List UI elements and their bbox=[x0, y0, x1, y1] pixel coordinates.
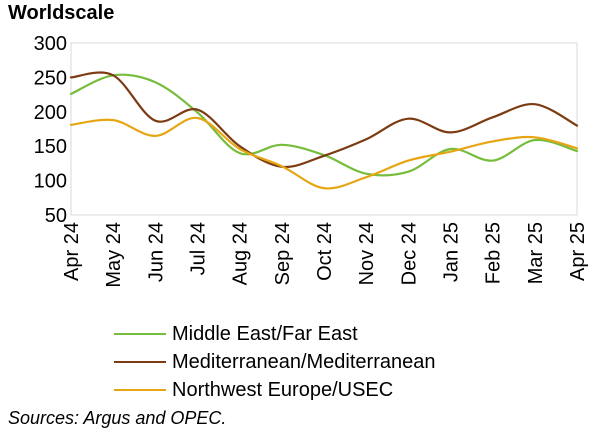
x-tick-label: Apr 24 bbox=[61, 222, 83, 281]
x-tick-label: Dec 24 bbox=[398, 222, 420, 285]
y-tick-label: 250 bbox=[34, 67, 67, 89]
legend-swatch bbox=[114, 333, 166, 335]
legend-swatch bbox=[114, 389, 166, 391]
chart-legend: Middle East/Far East Mediterranean/Medite… bbox=[114, 320, 436, 404]
x-tick-label: Jan 25 bbox=[441, 222, 463, 282]
legend-swatch bbox=[114, 361, 166, 363]
x-tick-label: Aug 24 bbox=[230, 222, 252, 285]
x-tick-label: Sep 24 bbox=[272, 222, 294, 285]
series-line-3 bbox=[69, 116, 579, 190]
y-tick-label: 300 bbox=[34, 33, 67, 55]
x-tick-label: Jul 24 bbox=[188, 222, 210, 275]
x-tick-label: Oct 24 bbox=[314, 222, 336, 281]
chart-title: Worldscale bbox=[8, 2, 115, 24]
legend-label: Mediterranean/Mediterranean bbox=[172, 350, 436, 373]
y-tick-label: 100 bbox=[34, 171, 67, 193]
series-line-1 bbox=[69, 73, 579, 177]
x-tick-label: Feb 25 bbox=[483, 222, 505, 284]
legend-item: Mediterranean/Mediterranean bbox=[114, 348, 436, 376]
series-line-2 bbox=[69, 71, 579, 169]
legend-label: Middle East/Far East bbox=[172, 322, 358, 345]
legend-item: Northwest Europe/USEC bbox=[114, 376, 436, 404]
legend-label: Northwest Europe/USEC bbox=[172, 378, 394, 401]
line-chart: 50 100 150 200 250 300 Apr 24 May 24 Jun 24 Jul … bbox=[34, 33, 589, 288]
x-tick-label: Apr 25 bbox=[567, 222, 589, 281]
x-tick-label: May 24 bbox=[103, 222, 125, 288]
source-note: Sources: Argus and OPEC. bbox=[8, 408, 227, 428]
y-tick-label: 50 bbox=[45, 205, 67, 227]
y-tick-label: 200 bbox=[34, 102, 67, 124]
plot-area bbox=[70, 42, 578, 216]
x-tick-label: Jun 24 bbox=[145, 222, 167, 282]
x-tick-label: Nov 24 bbox=[356, 222, 378, 285]
legend-item: Middle East/Far East bbox=[114, 320, 436, 348]
x-tick-label: Mar 25 bbox=[525, 222, 547, 284]
y-tick-label: 150 bbox=[34, 136, 67, 158]
